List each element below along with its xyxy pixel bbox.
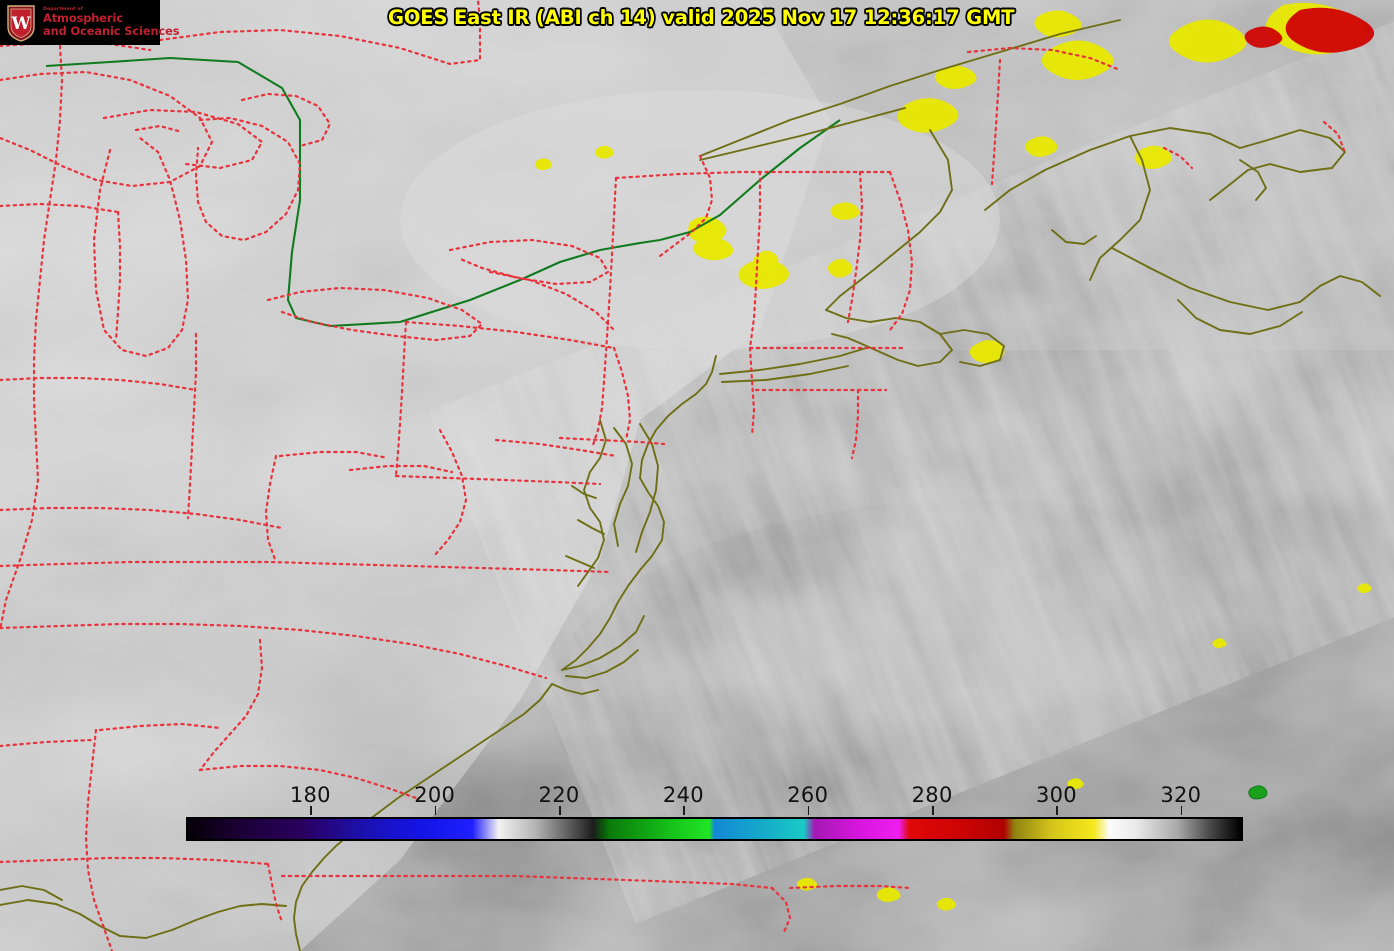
colorbar[interactable] — [186, 817, 1243, 841]
cold-cloud-tops — [534, 2, 1372, 911]
logo-department-label: Department of — [43, 6, 83, 12]
uw-crest-icon: W — [7, 4, 35, 42]
logo-text-block: Department of Atmospheric and Oceanic Sc… — [43, 6, 180, 38]
very-cold-cloud-tops — [1244, 7, 1375, 53]
product-title: GOES East IR (ABI ch 14) valid 2025 Nov … — [388, 6, 1015, 29]
coastlines — [0, 19, 1381, 951]
logo-line-1: Atmospheric — [43, 11, 123, 26]
international-border — [45, 56, 841, 328]
state-borders — [0, 0, 1346, 951]
island-marker — [1248, 785, 1268, 800]
uw-aos-logo-badge: W Department of Atmospheric and Oceanic … — [0, 0, 180, 45]
colorbar-gradient — [188, 819, 1241, 839]
svg-text:W: W — [10, 14, 31, 34]
logo-line-2: and Oceanic Sciences — [43, 23, 180, 38]
